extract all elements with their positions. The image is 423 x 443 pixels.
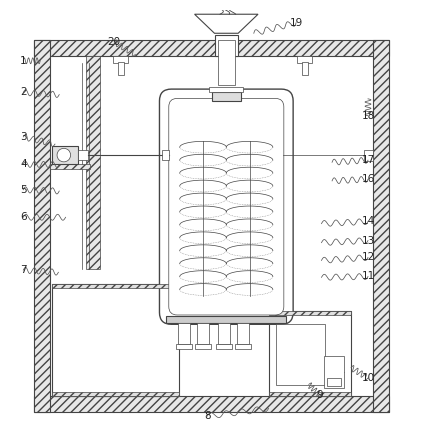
Text: 12: 12 — [361, 253, 375, 262]
Bar — [209, 86, 243, 92]
Bar — [269, 311, 351, 315]
Bar — [52, 146, 78, 164]
Bar — [237, 323, 249, 344]
Bar — [50, 56, 373, 396]
Bar — [86, 56, 99, 269]
Bar — [297, 56, 312, 63]
Bar — [197, 323, 209, 344]
Text: 17: 17 — [361, 155, 375, 165]
Text: 4: 4 — [20, 159, 27, 169]
Bar — [176, 344, 192, 349]
Bar — [218, 323, 230, 344]
Bar — [364, 150, 373, 161]
Bar — [34, 396, 389, 412]
Bar — [276, 324, 325, 385]
Text: 1: 1 — [20, 56, 27, 66]
Bar — [373, 39, 389, 412]
Bar — [324, 357, 344, 388]
Circle shape — [57, 148, 71, 162]
Bar — [178, 323, 190, 344]
Bar — [195, 344, 211, 349]
Bar — [166, 316, 286, 323]
Text: 18: 18 — [361, 111, 375, 121]
Bar — [52, 284, 179, 396]
Bar — [218, 39, 235, 85]
Bar — [50, 164, 90, 169]
Text: 5: 5 — [20, 185, 27, 195]
Bar — [162, 150, 169, 160]
Text: 13: 13 — [361, 236, 375, 245]
Bar — [118, 62, 124, 75]
Bar — [212, 92, 241, 101]
Text: 11: 11 — [361, 272, 375, 281]
Bar — [327, 378, 341, 386]
Bar — [34, 39, 389, 56]
Bar — [34, 39, 50, 412]
Bar — [269, 311, 351, 396]
Bar — [269, 392, 351, 396]
Text: 3: 3 — [20, 132, 27, 142]
FancyBboxPatch shape — [169, 98, 284, 315]
Bar — [113, 56, 128, 63]
FancyBboxPatch shape — [159, 89, 293, 324]
Text: 8: 8 — [204, 411, 211, 421]
Bar — [52, 284, 179, 288]
Polygon shape — [195, 14, 258, 33]
Bar — [235, 344, 251, 349]
Text: 9: 9 — [316, 390, 323, 400]
Bar — [302, 62, 308, 75]
Text: 10: 10 — [361, 373, 375, 383]
Text: 19: 19 — [289, 18, 303, 28]
Text: 7: 7 — [20, 265, 27, 275]
Bar — [78, 150, 88, 160]
Text: 20: 20 — [107, 37, 121, 47]
Text: 6: 6 — [20, 212, 27, 222]
Text: 14: 14 — [361, 217, 375, 226]
Bar — [52, 392, 179, 396]
Text: 2: 2 — [20, 87, 27, 97]
Bar — [216, 344, 232, 349]
Bar — [214, 35, 238, 56]
Text: 16: 16 — [361, 174, 375, 184]
